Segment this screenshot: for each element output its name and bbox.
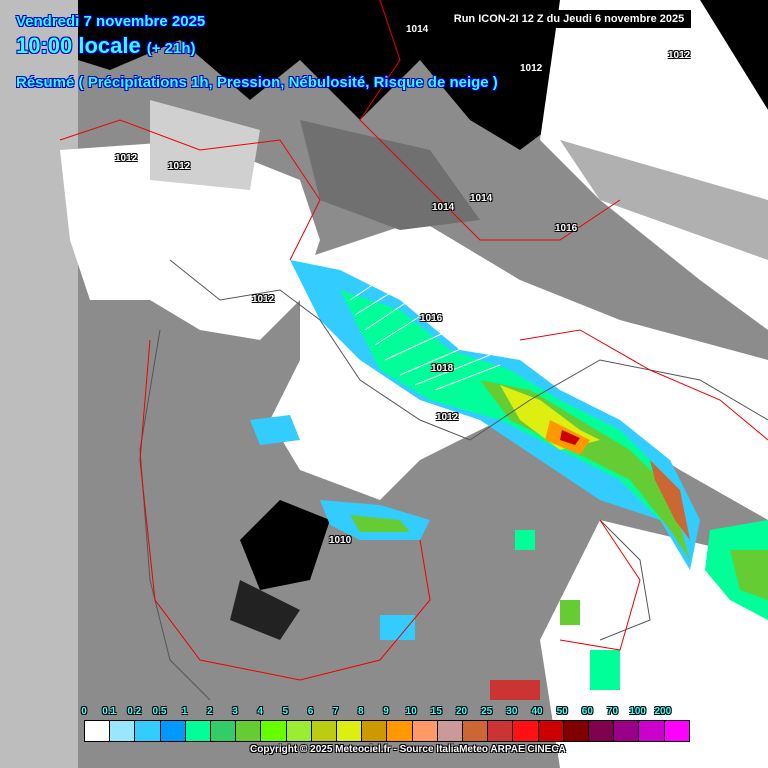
legend-swatch bbox=[337, 721, 363, 741]
legend-label: 2 bbox=[207, 706, 213, 717]
isobar-label: 1014 bbox=[432, 202, 455, 213]
isobar-label: 1012 bbox=[252, 294, 275, 305]
legend-label: 5 bbox=[282, 706, 289, 717]
legend-swatch bbox=[185, 721, 212, 741]
legend-swatch bbox=[135, 721, 161, 741]
forecast-time: 10:00 locale (+ 21h) bbox=[16, 33, 196, 59]
isobar-label: 1016 bbox=[420, 313, 443, 324]
legend-swatch bbox=[538, 721, 564, 741]
legend-swatch bbox=[85, 721, 111, 741]
legend-swatch bbox=[614, 721, 640, 741]
copyright: Copyright © 2025 Meteociel.fr - Source I… bbox=[250, 744, 566, 755]
legend-label: 15 bbox=[430, 706, 442, 717]
isobar-label: 1012 bbox=[668, 50, 691, 61]
outside-domain-area bbox=[0, 0, 78, 768]
legend-labels: 0 0.1 0.2 0.5 1 2 3 4 5 6 7 8 9 10 15 20 25 30 40 50 60 70 100… bbox=[80, 706, 700, 718]
legend-label: 0 bbox=[81, 706, 87, 717]
isobar-label: 1010 bbox=[329, 535, 352, 546]
legend-label: 50 bbox=[556, 706, 568, 717]
legend-label: 9 bbox=[383, 706, 389, 717]
legend-swatch bbox=[412, 721, 438, 741]
legend-label: 30 bbox=[506, 706, 518, 717]
isobar-label: 1012 bbox=[168, 161, 191, 172]
precipitation-legend bbox=[84, 720, 690, 742]
legend-label: 100 bbox=[629, 706, 646, 717]
legend-swatch bbox=[286, 721, 312, 741]
legend-label: 0.5 bbox=[152, 706, 167, 717]
model-run-label: Run ICON-2I 12 Z du Jeudi 6 novembre 202… bbox=[447, 10, 691, 28]
isobar-label: 1014 bbox=[470, 193, 493, 204]
legend-label: 25 bbox=[481, 706, 493, 717]
isobar-label: 1014 bbox=[406, 24, 429, 35]
legend-label: 0.1 bbox=[102, 706, 117, 717]
isobar-label: 1018 bbox=[431, 363, 454, 374]
legend-swatch bbox=[110, 721, 136, 741]
legend-label: 0.2 bbox=[127, 706, 142, 717]
legend-swatch bbox=[387, 721, 413, 741]
isobar-label: 1012 bbox=[115, 153, 138, 164]
local-time: 10:00 locale bbox=[16, 33, 141, 58]
legend-label: 8 bbox=[358, 706, 364, 717]
legend-label: 20 bbox=[455, 706, 468, 717]
legend-swatch bbox=[639, 721, 665, 741]
legend-label: 10 bbox=[405, 706, 417, 717]
snow-risk-hatching bbox=[349, 279, 501, 391]
legend-swatch bbox=[236, 721, 262, 741]
map-summary: Résumé ( Précipitations 1h, Pression, Né… bbox=[16, 74, 498, 91]
borders bbox=[139, 259, 768, 701]
legend-swatch bbox=[488, 721, 514, 741]
legend-swatch bbox=[513, 721, 539, 741]
legend-swatch bbox=[437, 721, 464, 741]
legend-label: 70 bbox=[606, 706, 619, 717]
legend-label: 7 bbox=[332, 706, 339, 717]
forecast-date: Vendredi 7 novembre 2025 bbox=[16, 13, 206, 30]
legend-swatch bbox=[261, 721, 287, 741]
legend-swatch bbox=[664, 721, 689, 741]
legend-label: 60 bbox=[581, 706, 593, 717]
legend-swatch bbox=[160, 721, 186, 741]
legend-swatch bbox=[563, 721, 590, 741]
legend-swatch bbox=[311, 721, 338, 741]
legend-label: 200 bbox=[654, 706, 672, 717]
legend-label: 4 bbox=[257, 706, 263, 717]
legend-label: 1 bbox=[181, 706, 188, 717]
legend-label: 3 bbox=[232, 706, 238, 717]
legend-swatch bbox=[589, 721, 615, 741]
precipitation bbox=[250, 260, 768, 700]
isobar-label: 1012 bbox=[520, 63, 543, 74]
legend-swatch bbox=[463, 721, 489, 741]
coastlines bbox=[59, 0, 768, 681]
legend-swatch bbox=[362, 721, 388, 741]
legend-label: 6 bbox=[307, 706, 314, 717]
isobar-label: 1016 bbox=[555, 223, 578, 234]
forecast-offset: (+ 21h) bbox=[146, 40, 196, 57]
legend-label: 40 bbox=[531, 706, 543, 717]
legend-swatch bbox=[211, 721, 237, 741]
isobar-label: 1012 bbox=[436, 412, 459, 423]
